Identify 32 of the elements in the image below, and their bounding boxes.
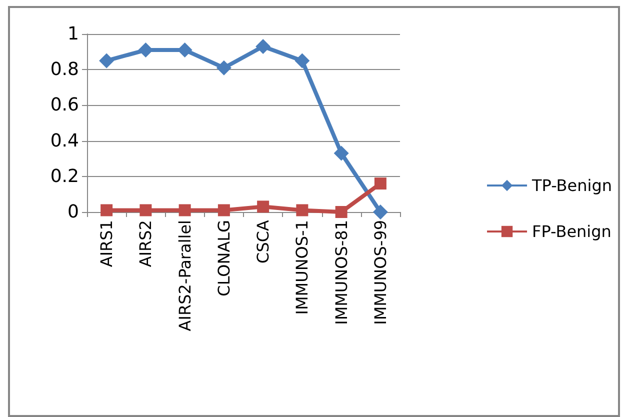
x-tick-label: AIRS1 — [97, 220, 116, 268]
point — [256, 38, 271, 54]
y-tick-label: 0.8 — [50, 59, 79, 80]
point — [218, 204, 230, 216]
y-tick-label: 0.2 — [50, 166, 79, 187]
point — [216, 60, 232, 76]
point — [99, 53, 114, 68]
x-tick-label: AIRS2 — [136, 220, 156, 268]
y-tick-label: 0.6 — [50, 94, 79, 116]
point — [140, 204, 152, 216]
y-tick-label: 1 — [68, 24, 79, 44]
point — [138, 42, 154, 58]
point — [372, 204, 388, 220]
point — [374, 178, 386, 190]
x-tick-label: CLONALG — [214, 220, 234, 296]
x-tick-label: IMMUNOS-81 — [332, 220, 351, 325]
y-tick-label: 0.4 — [50, 130, 79, 152]
point — [177, 42, 192, 58]
point — [294, 53, 310, 68]
point — [334, 146, 349, 161]
x-tick-label: CSCA — [254, 220, 273, 264]
legend-label: FP-Benign — [532, 222, 612, 241]
y-tick-label: 0 — [68, 202, 79, 222]
point — [335, 206, 348, 218]
point — [257, 200, 270, 213]
legend-label: TP-Benign — [531, 176, 612, 195]
point — [100, 204, 113, 216]
x-tick-label: IMMUNOS-1 — [292, 220, 312, 315]
x-tick-label: AIRS2-Parallel — [175, 220, 194, 332]
x-tick-label: IMMUNOS-99 — [370, 220, 390, 325]
point — [178, 204, 191, 216]
point — [296, 204, 308, 216]
